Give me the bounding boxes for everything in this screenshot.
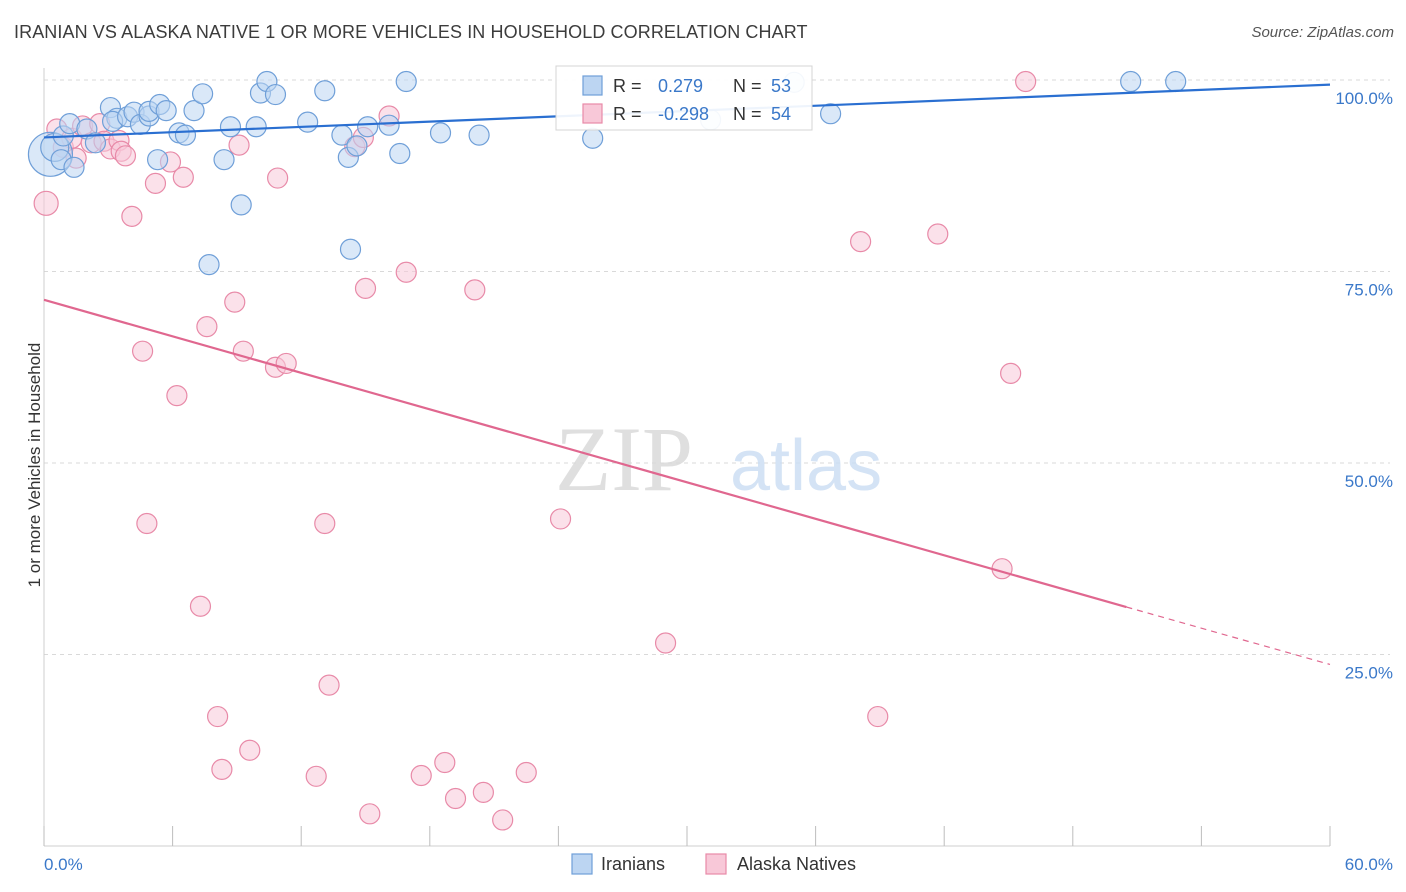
iranians-point xyxy=(84,132,107,154)
iranians-r-label: R = xyxy=(613,76,642,96)
alaska-natives-point xyxy=(224,291,246,313)
alaska-natives-point xyxy=(114,145,137,167)
iranians-point xyxy=(582,127,604,149)
alaska-natives-point xyxy=(927,223,949,245)
alaska-natives-n-label: N = xyxy=(733,104,762,124)
alaska-natives-point xyxy=(144,172,167,195)
alaska-natives-trend-extension xyxy=(1126,606,1331,666)
iranians-point xyxy=(198,254,220,276)
alaska-natives-point xyxy=(305,765,327,787)
alaska-natives-point xyxy=(1015,70,1037,93)
iranians-point xyxy=(357,116,379,138)
y-tick-label: 50.0% xyxy=(1345,472,1393,491)
legend-label-iranians: Iranians xyxy=(601,854,665,874)
iranians-point xyxy=(63,156,85,178)
iranians-n-value: 53 xyxy=(771,76,791,96)
alaska-natives-point xyxy=(228,134,250,156)
alaska-natives-point xyxy=(654,632,677,654)
iranians-point xyxy=(820,103,842,125)
alaska-natives-n-value: 54 xyxy=(771,104,791,124)
alaska-natives-point xyxy=(318,674,340,696)
iranians-point xyxy=(245,116,267,138)
iranians-point xyxy=(230,194,252,216)
iranians-point xyxy=(346,135,368,157)
iranians-point xyxy=(183,100,205,122)
iranians-point xyxy=(213,149,235,171)
iranians-point xyxy=(1165,70,1187,93)
alaska-natives-point xyxy=(464,279,486,301)
chart-title: IRANIAN VS ALASKA NATIVE 1 OR MORE VEHIC… xyxy=(14,22,808,42)
alaska-natives-point xyxy=(239,739,261,761)
alaska-natives-point xyxy=(850,231,872,253)
alaska-natives-point xyxy=(196,316,218,338)
alaska-natives-point xyxy=(121,205,143,227)
watermark-zip: ZIP xyxy=(555,408,693,510)
iranians-point xyxy=(339,238,362,260)
iranians-point xyxy=(314,80,336,102)
alaska-natives-point xyxy=(33,190,59,216)
iranians-point xyxy=(395,70,417,93)
legend-label-alaska-natives: Alaska Natives xyxy=(737,854,856,874)
alaska-natives-point xyxy=(166,384,188,407)
iranians-point xyxy=(297,111,319,133)
alaska-natives-trend-line xyxy=(43,298,1127,609)
alaska-natives-point xyxy=(444,787,467,810)
iranians-point xyxy=(174,124,197,146)
alaska-natives-point xyxy=(189,595,212,617)
alaska-natives-point xyxy=(136,512,158,535)
alaska-natives-point xyxy=(515,761,537,784)
alaska-natives-point xyxy=(395,261,417,283)
x-tick-label: 0.0% xyxy=(44,855,83,874)
iranians-point xyxy=(1120,70,1142,93)
source-label: Source: ZipAtlas.com xyxy=(1251,24,1394,41)
iranians-point xyxy=(468,124,490,146)
iranians-point xyxy=(378,114,400,136)
alaska-natives-point xyxy=(232,340,254,362)
watermark-atlas: atlas xyxy=(730,426,882,506)
y-tick-label: 100.0% xyxy=(1335,89,1393,108)
x-tick-label: 60.0% xyxy=(1345,855,1393,874)
alaska-natives-point xyxy=(314,512,336,535)
iranians-r-value: 0.279 xyxy=(658,76,703,96)
iranians-point xyxy=(389,142,411,165)
alaska-natives-point xyxy=(410,764,432,787)
alaska-natives-point xyxy=(492,809,514,831)
alaska-natives-point xyxy=(359,803,381,825)
iranians-point xyxy=(146,149,169,171)
alaska-natives-point xyxy=(172,166,194,188)
alaska-natives-point xyxy=(275,352,297,375)
stats-legend: R = 0.279 N = 53 R = -0.298 N = 54 xyxy=(555,65,813,131)
y-tick-label: 75.0% xyxy=(1345,281,1393,300)
alaska-natives-stats-swatch xyxy=(582,103,603,124)
iranians-point xyxy=(429,122,452,144)
iranians-stats-swatch xyxy=(582,75,603,96)
alaska-natives-point xyxy=(472,781,494,803)
legend-swatch-alaska-natives xyxy=(705,853,727,875)
alaska-natives-point xyxy=(549,508,572,530)
alaska-natives-point xyxy=(1000,362,1022,384)
iranians-point xyxy=(219,116,242,138)
iranians-point xyxy=(192,83,214,105)
alaska-natives-point xyxy=(131,340,154,362)
iranians-n-label: N = xyxy=(733,76,762,96)
iranians-point xyxy=(264,83,287,106)
alaska-natives-r-value: -0.298 xyxy=(658,104,709,124)
alaska-natives-r-label: R = xyxy=(613,104,642,124)
alaska-natives-point xyxy=(211,758,233,781)
alaska-natives-point xyxy=(867,705,889,728)
alaska-natives-point xyxy=(434,751,456,774)
iranians-point xyxy=(155,100,177,122)
bottom-legend: Iranians Alaska Natives xyxy=(571,853,856,875)
y-tick-label: 25.0% xyxy=(1345,664,1393,683)
alaska-natives-point xyxy=(207,705,229,728)
alaska-natives-point xyxy=(354,277,377,299)
legend-swatch-iranians xyxy=(571,853,593,875)
alaska-natives-point xyxy=(267,167,289,189)
